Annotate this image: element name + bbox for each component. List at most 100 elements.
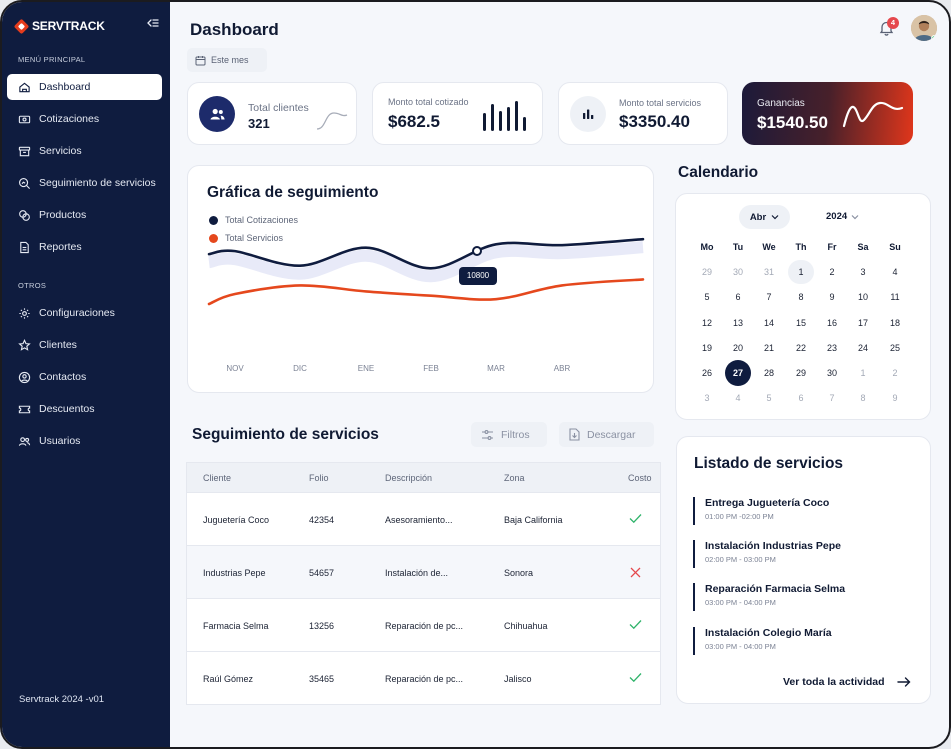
calendar-day[interactable]: 4	[892, 267, 898, 277]
view-all-activity-link[interactable]: Ver toda la actividad	[783, 676, 911, 688]
star-icon	[18, 338, 31, 351]
period-selector[interactable]: Este mes	[187, 48, 267, 72]
calendar-day[interactable]: 25	[889, 343, 900, 353]
calendar-day[interactable]: 3	[860, 267, 866, 277]
calendar-day[interactable]: 11	[890, 292, 900, 302]
sidebar-item-usuarios[interactable]: Usuarios	[7, 428, 162, 454]
calendar-day[interactable]: 19	[701, 343, 712, 353]
calendar-day[interactable]: 17	[857, 318, 868, 328]
series-line-cotizaciones	[207, 237, 645, 270]
table-row[interactable]: Farmacia Selma 13256 Reparación de pc...…	[187, 598, 660, 651]
cell-cliente: Raúl Gómez	[203, 674, 254, 684]
calendar-day[interactable]: 4	[735, 393, 741, 403]
column-header[interactable]: Zona	[504, 473, 525, 483]
kpi-card-monto-cotizado[interactable]: Monto total cotizado $682.5	[372, 82, 543, 145]
calendar-day[interactable]: 29	[795, 368, 806, 378]
kpi-card-ganancias[interactable]: Ganancias $1540.50	[742, 82, 913, 145]
calendar-day[interactable]: 6	[798, 393, 804, 403]
calendar-day[interactable]: 12	[701, 318, 712, 328]
kpi-card-monto-servicios[interactable]: Monto total servicios $3350.40	[558, 82, 728, 145]
calendar-day[interactable]: 13	[732, 318, 743, 328]
month-selector[interactable]: Abr	[739, 205, 790, 229]
calendar-day[interactable]: 8	[860, 393, 866, 403]
calendar-day[interactable]: 6	[735, 292, 741, 302]
logo[interactable]: SERVTRACK	[13, 18, 105, 34]
kpi-card-total-clientes[interactable]: Total clientes 321	[187, 82, 357, 145]
calendar-day[interactable]: 24	[857, 343, 868, 353]
calendar-day[interactable]: 30	[826, 368, 837, 378]
calendar-day[interactable]: 26	[701, 368, 712, 378]
calendar-day[interactable]: 18	[889, 318, 900, 328]
sidebar-item-reportes[interactable]: Reportes	[7, 234, 162, 260]
calendar-day[interactable]: 8	[798, 292, 804, 302]
collapse-sidebar-icon[interactable]	[146, 16, 160, 30]
column-header[interactable]: Cliente	[203, 473, 232, 483]
list-item[interactable]: Instalación Colegio María 03:00 PM - 04:…	[693, 627, 832, 655]
sidebar-item-contactos[interactable]: Contactos	[7, 364, 162, 390]
calendar-day[interactable]: 20	[732, 343, 743, 353]
calendar-day[interactable]: 9	[892, 393, 898, 403]
sidebar-item-dashboard[interactable]: Dashboard	[7, 74, 162, 100]
calendar-day[interactable]: 23	[826, 343, 837, 353]
sidebar-item-cotizaciones[interactable]: Cotizaciones	[7, 106, 162, 132]
chart-title: Gráfica de seguimiento	[207, 184, 379, 201]
calendar-day[interactable]: 3	[704, 393, 710, 403]
column-header[interactable]: Costo	[628, 473, 652, 483]
legend-item-servicios: Total Servicios	[209, 233, 283, 243]
table-row[interactable]: Industrias Pepe 54657 Instalación de... …	[187, 545, 660, 598]
sidebar-item-seguimiento[interactable]: Seguimiento de servicios	[7, 170, 162, 196]
list-item-title: Reparación Farmacia Selma	[705, 583, 846, 595]
calendar-day[interactable]: 5	[704, 292, 710, 302]
calendar-day[interactable]: 5	[766, 393, 772, 403]
listado-title: Listado de servicios	[694, 455, 844, 472]
calendar-day[interactable]: 9	[829, 292, 835, 302]
calendar-day[interactable]: 16	[826, 318, 837, 328]
calendar-day[interactable]: 2	[829, 267, 835, 277]
table-row[interactable]: Raúl Gómez 35465 Reparación de pc... Jal…	[187, 651, 660, 704]
table-row[interactable]: Juguetería Coco 42354 Asesoramiento... B…	[187, 492, 660, 545]
download-label: Descargar	[587, 428, 636, 441]
calendar-day[interactable]: 1	[860, 368, 866, 378]
calendar-day[interactable]: 1	[788, 260, 814, 284]
calendar-day[interactable]: 7	[766, 292, 772, 302]
calendar-day[interactable]: 7	[829, 393, 835, 403]
sidebar-item-clientes[interactable]: Clientes	[7, 332, 162, 358]
calendar-day[interactable]: 28	[763, 368, 774, 378]
column-header[interactable]: Folio	[309, 473, 329, 483]
filter-button[interactable]: Filtros	[471, 422, 547, 447]
calendar-day[interactable]: 14	[763, 318, 774, 328]
calendar-day[interactable]: 31	[763, 267, 774, 277]
avatar[interactable]	[911, 15, 937, 41]
calendar-day[interactable]: 29	[701, 267, 712, 277]
sidebar-item-descuentos[interactable]: Descuentos	[7, 396, 162, 422]
calendar-day[interactable]: 30	[732, 267, 743, 277]
chevron-down-icon	[771, 215, 779, 220]
column-header[interactable]: Descripción	[385, 473, 433, 483]
list-item[interactable]: Instalación Industrias Pepe 02:00 PM - 0…	[693, 540, 841, 568]
sidebar-item-configuraciones[interactable]: Configuraciones	[7, 300, 162, 326]
highlight-point[interactable]	[472, 246, 482, 257]
calendar-day[interactable]: 21	[763, 343, 774, 353]
sidebar-item-productos[interactable]: Productos	[7, 202, 162, 228]
sidebar-item-label: Seguimiento de servicios	[39, 177, 156, 189]
year-selector[interactable]: 2024	[826, 211, 859, 222]
calendar-day[interactable]: 15	[795, 318, 806, 328]
calendar-day[interactable]: 22	[795, 343, 806, 353]
list-item[interactable]: Entrega Juguetería Coco 01:00 PM -02:00 …	[693, 497, 829, 525]
sidebar-item-label: Cotizaciones	[39, 113, 100, 125]
sidebar-item-servicios[interactable]: Servicios	[7, 138, 162, 164]
cell-cliente: Industrias Pepe	[203, 568, 266, 578]
download-button[interactable]: Descargar	[559, 422, 654, 447]
calendar-day-selected[interactable]: 27	[725, 360, 751, 386]
check-icon	[629, 620, 642, 630]
x-tick-label: ENE	[357, 364, 375, 373]
calendar-day[interactable]: 2	[892, 368, 898, 378]
cell-folio: 42354	[309, 515, 335, 525]
legend-swatch	[209, 215, 218, 225]
calendar-day[interactable]: 10	[857, 292, 868, 302]
list-item-title: Instalación Colegio María	[705, 627, 832, 639]
list-item[interactable]: Reparación Farmacia Selma 03:00 PM - 04:…	[693, 583, 845, 611]
sliders-icon	[482, 429, 493, 440]
listado-card	[676, 436, 931, 704]
